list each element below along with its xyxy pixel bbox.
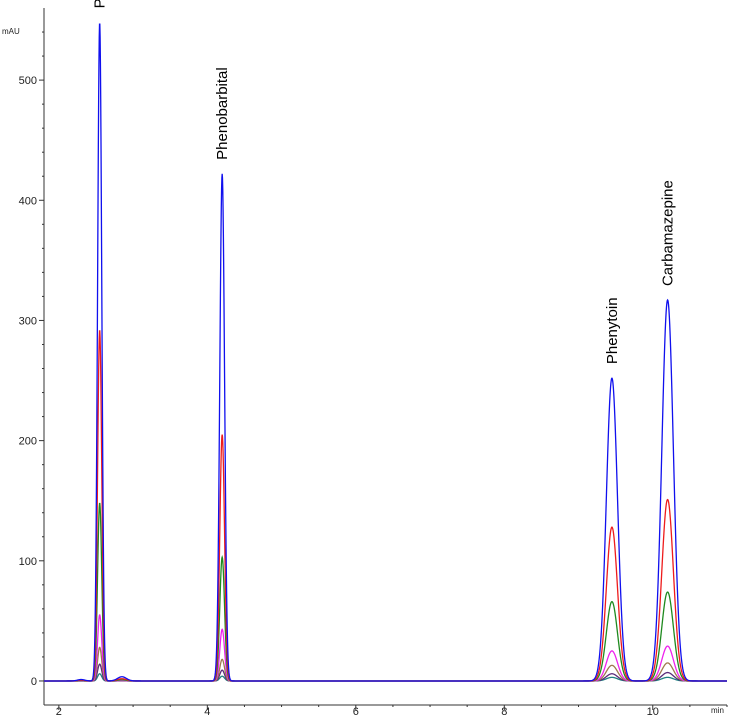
series-trace [44,330,727,682]
y-tick-label: 400 [19,195,37,207]
x-tick-label: 10 [647,706,659,716]
x-tick-label: 4 [204,706,210,716]
y-tick-label: 0 [31,676,37,688]
y-tick-label: 300 [19,315,37,327]
x-tick-label: 6 [353,706,359,716]
x-tick-label: 2 [56,706,62,716]
series-trace [44,23,727,682]
y-tick-label: 100 [19,556,37,568]
y-unit-label: mAU [2,27,20,36]
peak-labels: Primidone Phenobarbital Phenytoin Carbamaze… [92,0,677,364]
peak-label: Phenytoin [604,297,621,364]
peak-label: Carbamazepine [660,180,677,286]
peak-label: Primidone [92,0,109,8]
x-tick-label: 8 [501,706,507,716]
series-layer [44,23,727,682]
peak-label: Phenobarbital [214,67,231,160]
y-tick-label: 200 [19,436,37,448]
x-unit-label: min [711,706,724,715]
y-tick-label: 500 [19,75,37,87]
axes: 0 100 200 300 400 500 2 4 6 8 10 [19,8,728,716]
